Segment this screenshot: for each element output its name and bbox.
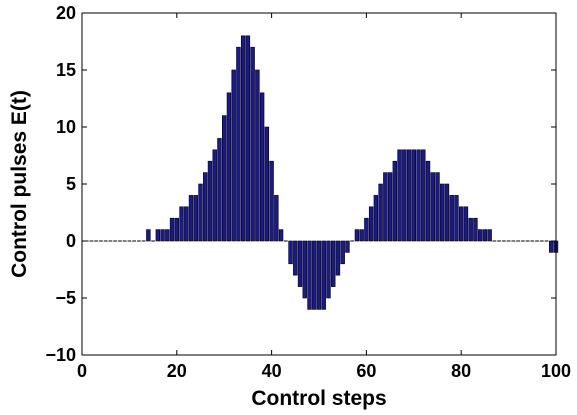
bar bbox=[222, 115, 227, 242]
y-tick-label: 5 bbox=[66, 174, 76, 194]
y-tick-label: −10 bbox=[45, 345, 76, 365]
bar bbox=[146, 229, 151, 242]
bar bbox=[174, 217, 179, 242]
bar bbox=[463, 206, 469, 242]
bar bbox=[302, 240, 307, 299]
bar bbox=[402, 149, 407, 242]
x-tick-label: 60 bbox=[356, 361, 376, 381]
bar bbox=[435, 172, 440, 242]
bar bbox=[165, 229, 170, 242]
bar bbox=[359, 229, 364, 242]
bar bbox=[245, 35, 251, 242]
bar bbox=[321, 240, 326, 310]
axis-ticks: 0 20 40 60 80 100 −10 −5 0 5 10 15 20 bbox=[45, 3, 571, 381]
bar bbox=[331, 240, 336, 287]
bar bbox=[487, 229, 492, 242]
bar bbox=[444, 183, 450, 242]
x-tick-label: 20 bbox=[167, 361, 187, 381]
y-tick-label: 15 bbox=[56, 60, 76, 80]
bar bbox=[421, 149, 426, 242]
bar bbox=[416, 149, 421, 242]
bar bbox=[250, 46, 255, 242]
bar bbox=[454, 195, 459, 242]
bar bbox=[264, 126, 270, 242]
bar bbox=[269, 160, 274, 242]
bar bbox=[468, 217, 473, 242]
bar bbox=[274, 195, 279, 242]
bar bbox=[335, 240, 341, 276]
bar bbox=[259, 92, 265, 242]
bar bbox=[226, 92, 232, 242]
bar bbox=[207, 160, 213, 242]
x-tick-label: 40 bbox=[262, 361, 282, 381]
bar bbox=[288, 240, 293, 265]
bar bbox=[240, 35, 246, 242]
bar bbox=[155, 229, 161, 242]
bar bbox=[297, 240, 303, 287]
bar bbox=[293, 240, 298, 276]
bar bbox=[378, 183, 383, 242]
bar bbox=[193, 195, 198, 242]
bar bbox=[373, 195, 379, 242]
bar bbox=[212, 149, 217, 242]
bar bbox=[459, 206, 464, 242]
bar bbox=[549, 240, 554, 253]
bar bbox=[340, 240, 345, 265]
y-tick-label: 0 bbox=[66, 231, 76, 251]
bar bbox=[368, 206, 374, 242]
bar bbox=[482, 229, 488, 242]
bar bbox=[392, 160, 398, 242]
bar bbox=[326, 240, 331, 299]
bar bbox=[364, 217, 369, 242]
bar bbox=[255, 69, 260, 242]
bar bbox=[449, 195, 454, 242]
bar bbox=[203, 172, 208, 242]
bar bbox=[236, 46, 241, 242]
bar bbox=[179, 206, 184, 242]
y-tick-label: 10 bbox=[56, 117, 76, 137]
bar bbox=[198, 183, 203, 242]
bar bbox=[316, 240, 322, 310]
y-axis-title: Control pulses E(t) bbox=[8, 90, 31, 278]
bar bbox=[354, 229, 360, 242]
bar bbox=[169, 217, 175, 242]
x-tick-label: 80 bbox=[451, 361, 471, 381]
bar bbox=[473, 217, 478, 242]
bar bbox=[440, 183, 445, 242]
bar bbox=[188, 195, 194, 242]
bar bbox=[345, 240, 350, 253]
bar bbox=[231, 69, 236, 242]
y-tick-label: 20 bbox=[56, 3, 76, 23]
bar bbox=[217, 138, 222, 242]
x-tick-label: 100 bbox=[541, 361, 571, 381]
bar bbox=[383, 172, 388, 242]
bar bbox=[425, 160, 431, 242]
x-axis-title: Control steps bbox=[251, 387, 386, 410]
bar bbox=[397, 149, 402, 242]
bar bbox=[411, 149, 416, 242]
bar-series bbox=[84, 35, 559, 310]
bar bbox=[477, 229, 483, 242]
bar bbox=[387, 172, 393, 242]
bar bbox=[184, 206, 189, 242]
x-tick-label: 0 bbox=[77, 361, 87, 381]
bar bbox=[312, 240, 317, 310]
bar bbox=[307, 240, 312, 310]
y-tick-label: −5 bbox=[55, 288, 76, 308]
bar bbox=[160, 229, 165, 242]
bar bbox=[278, 229, 284, 242]
bar bbox=[406, 149, 412, 242]
bar bbox=[430, 172, 435, 242]
